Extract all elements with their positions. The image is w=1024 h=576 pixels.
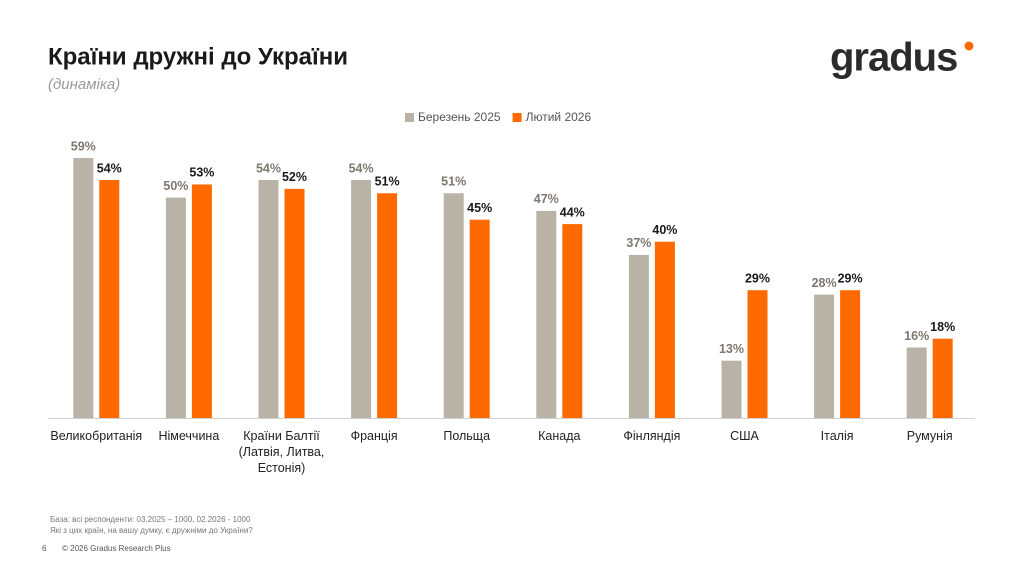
- legend-swatch: [405, 113, 414, 122]
- footnote: Які з цих країн, на вашу думку, є дружні…: [50, 526, 253, 535]
- value-label: 52%: [282, 170, 307, 184]
- value-label: 54%: [256, 161, 281, 175]
- page-number: 6: [42, 544, 47, 553]
- bar: [165, 197, 186, 418]
- bar: [191, 184, 212, 418]
- bar: [258, 180, 279, 418]
- value-label: 51%: [375, 175, 400, 189]
- footnote: База: всі респонденти: 03.2025 – 1000, 0…: [50, 515, 251, 524]
- bar: [906, 347, 927, 418]
- bar: [73, 158, 94, 418]
- bar: [747, 290, 768, 418]
- x-tick-label: Румунія: [906, 429, 953, 443]
- bar: [562, 224, 583, 418]
- bar: [377, 193, 398, 418]
- x-tick-label: Італія: [820, 429, 854, 443]
- bar: [284, 188, 305, 418]
- value-label: 28%: [812, 276, 837, 290]
- subtitle: (динаміка): [48, 76, 120, 93]
- value-label: 18%: [930, 320, 955, 334]
- value-label: 47%: [534, 192, 559, 206]
- legend-swatch: [512, 113, 522, 122]
- value-label: 51%: [441, 175, 466, 189]
- bar: [814, 294, 835, 418]
- value-label: 44%: [560, 205, 585, 219]
- bar: [628, 254, 649, 418]
- copyright: © 2026 Gradus Research Plus: [62, 544, 171, 553]
- legend-label: Березень 2025: [418, 110, 501, 124]
- legend-label: Лютий 2026: [526, 110, 592, 124]
- bar: [721, 360, 742, 418]
- x-tick-label: Канада: [538, 429, 581, 443]
- logo: gradus: [830, 36, 957, 80]
- value-label: 29%: [838, 272, 863, 286]
- value-label: 54%: [97, 161, 122, 175]
- bar: [536, 210, 557, 418]
- value-label: 54%: [349, 161, 374, 175]
- value-label: 37%: [626, 236, 651, 250]
- x-tick-label: Великобританія: [50, 429, 143, 443]
- value-label: 16%: [904, 329, 929, 343]
- bar: [840, 290, 861, 418]
- x-tick-label: Франція: [350, 429, 398, 443]
- bar: [932, 338, 953, 418]
- value-label: 40%: [652, 223, 677, 237]
- title: Країни дружні до України: [48, 43, 348, 70]
- x-tick-label: США: [730, 429, 759, 443]
- value-label: 53%: [189, 166, 214, 180]
- bar: [351, 180, 372, 418]
- value-label: 50%: [163, 179, 188, 193]
- x-tick-label: Німеччина: [158, 429, 220, 443]
- x-tick-label: Польща: [443, 429, 491, 443]
- value-label: 13%: [719, 342, 744, 356]
- logo-dot: [964, 41, 974, 51]
- bar: [99, 180, 120, 418]
- bar: [469, 219, 490, 418]
- value-label: 59%: [71, 139, 96, 153]
- value-label: 29%: [745, 272, 770, 286]
- bar: [443, 193, 464, 418]
- value-label: 45%: [467, 201, 492, 215]
- bar: [654, 241, 675, 418]
- x-tick-label: Фінляндія: [623, 429, 681, 443]
- x-tick-label: Країни Балтії (Латвія, Литва, Естонія): [238, 429, 325, 475]
